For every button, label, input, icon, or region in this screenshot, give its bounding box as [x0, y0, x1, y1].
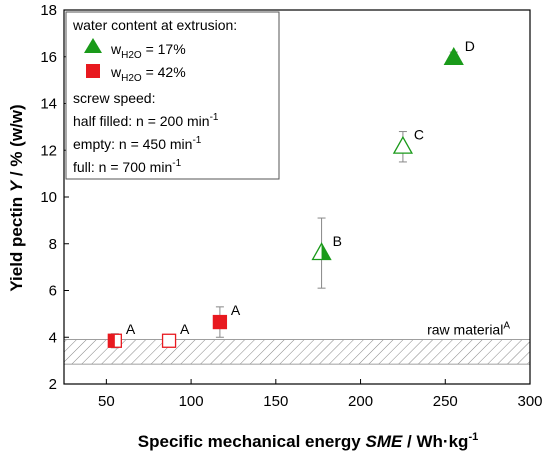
y-tick-label: 14: [40, 96, 57, 113]
y-tick-label: 4: [49, 329, 57, 346]
raw-material-superscript: A: [503, 321, 510, 332]
x-tick-label: 250: [433, 393, 458, 410]
legend-entry-17: wH2O = 17%: [110, 41, 186, 61]
y-axis: 2 4 6 8 10 12 14 16 18: [40, 2, 69, 393]
y-tick-label: 10: [40, 189, 57, 206]
x-axis: 50 100 150 200 250 300: [98, 379, 543, 410]
legend-entry-42: wH2O = 42%: [110, 64, 186, 84]
data-point-label: D: [465, 38, 475, 54]
data-point-label: C: [414, 127, 424, 143]
raw-material-label: raw materialA: [427, 321, 510, 338]
data-point-label: A: [180, 321, 190, 337]
legend-marker-42: [86, 64, 100, 78]
legend-speed-empty: empty: n = 450 min-1: [73, 135, 202, 152]
data-point-triangle: [443, 46, 464, 65]
data-point-label: B: [333, 233, 342, 249]
x-tick-label: 200: [348, 393, 373, 410]
x-tick-label: 300: [517, 393, 542, 410]
legend-marker-17: [84, 38, 102, 53]
x-tick-label: 150: [263, 393, 288, 410]
legend-speed-half: half filled: n = 200 min-1: [73, 112, 219, 129]
y-tick-label: 18: [40, 2, 57, 19]
y-tick-label: 16: [40, 49, 57, 66]
data-point-square: [161, 333, 177, 348]
legend: water content at extrusion: wH2O = 17% w…: [65, 11, 280, 180]
x-axis-title: Specific mechanical energy SME / Wh·kg-1: [138, 431, 478, 451]
data-point-square-half: [108, 334, 115, 348]
legend-speed-title: screw speed:: [73, 90, 155, 106]
legend-box: [65, 11, 280, 180]
y-tick-label: 6: [49, 283, 57, 300]
legend-speed-full: full: n = 700 min-1: [73, 158, 182, 175]
y-tick-label: 8: [49, 236, 57, 253]
y-axis-title: Yield pectin Y / % (w/w): [7, 104, 26, 291]
raw-material-band: [63, 339, 531, 365]
data-point-square: [212, 314, 228, 330]
data-point-square: [107, 333, 122, 348]
y-tick-label: 12: [40, 142, 57, 159]
x-tick-label: 100: [179, 393, 204, 410]
y-tick-label: 2: [49, 376, 57, 393]
legend-title: water content at extrusion:: [72, 17, 237, 33]
data-point-triangle: [311, 242, 332, 261]
data-point-label: A: [231, 302, 241, 318]
data-point-label: A: [126, 321, 136, 337]
x-tick-label: 50: [98, 393, 115, 410]
data-point-triangle: [392, 135, 414, 154]
data-points: B C D A A A: [107, 38, 475, 349]
